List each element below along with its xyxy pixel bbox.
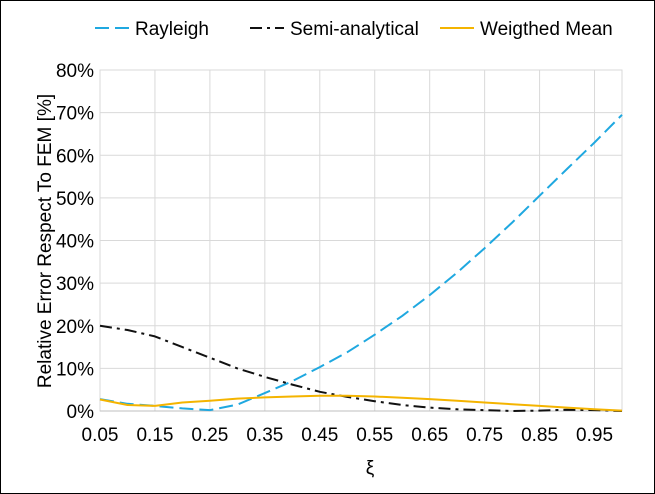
x-tick-label: 0.55	[356, 425, 393, 446]
x-axis-title: ξ	[366, 458, 375, 479]
axes	[99, 69, 623, 412]
x-tick-label: 0.65	[411, 425, 448, 446]
y-tick-labels: 0% 10% 20% 30% 40% 50% 60% 70% 80%	[56, 61, 94, 423]
legend: Rayleigh Semi-analytical Weigthed Mean	[95, 19, 613, 40]
x-tick-label: 0.25	[191, 425, 228, 446]
y-tick-label: 0%	[67, 402, 95, 423]
y-tick-label: 70%	[56, 104, 94, 125]
x-tick-labels: 0.05 0.15 0.25 0.35 0.45 0.55 0.65 0.75 0.85 0.95	[82, 425, 614, 446]
series-line-rayleigh	[99, 114, 623, 412]
x-tick-label: 0.05	[82, 425, 119, 446]
x-tick-label: 0.45	[301, 425, 338, 446]
x-tick-label: 0.15	[136, 425, 173, 446]
y-tick-label: 60%	[56, 146, 94, 167]
x-tick-label: 0.35	[246, 425, 283, 446]
series-line-weigthed-mean	[99, 394, 623, 412]
x-tick-label: 0.75	[466, 425, 503, 446]
series-lines	[99, 114, 623, 412]
legend-label: Semi-analytical	[290, 19, 419, 40]
y-tick-label: 20%	[56, 317, 94, 338]
y-tick-label: 30%	[56, 274, 94, 295]
x-tick-label: 0.85	[521, 425, 558, 446]
y-tick-label: 80%	[56, 61, 94, 82]
y-axis-title: Relative Error Respect To FEM [%]	[35, 94, 56, 388]
gridlines	[100, 69, 622, 411]
y-tick-label: 50%	[56, 189, 94, 210]
y-tick-label: 10%	[56, 359, 94, 380]
x-tick-label: 0.95	[576, 425, 613, 446]
y-tick-label: 40%	[56, 232, 94, 253]
legend-label: Rayleigh	[135, 19, 209, 40]
legend-label: Weigthed Mean	[480, 19, 613, 40]
